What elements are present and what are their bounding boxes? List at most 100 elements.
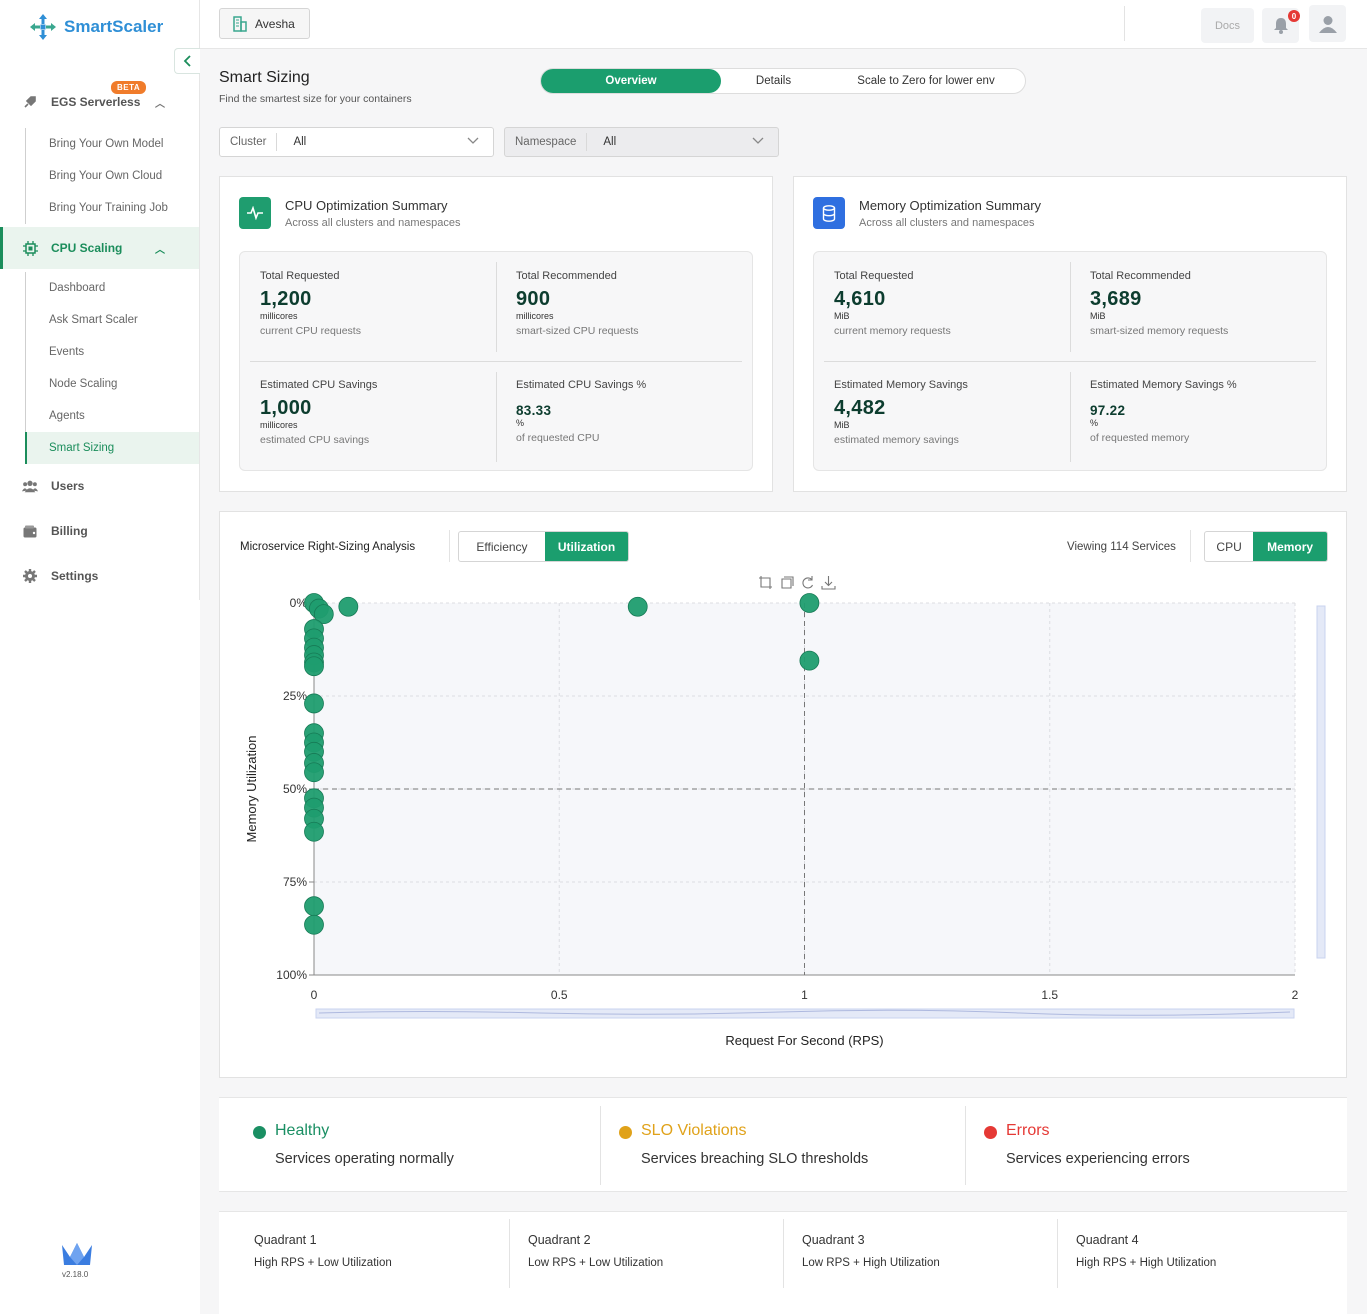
nav-bring-your-own-cloud[interactable]: Bring Your Own Cloud <box>49 170 163 182</box>
nav-bring-your-training-job[interactable]: Bring Your Training Job <box>49 202 168 214</box>
namespace-select[interactable]: Namespace All <box>504 127 779 157</box>
nav-smart-sizing[interactable]: Smart Sizing <box>49 442 115 454</box>
namespace-select-label: Namespace <box>505 133 588 151</box>
zoom-select-icon[interactable] <box>758 575 773 590</box>
tab-details[interactable]: Details <box>755 75 792 87</box>
nav-egs-serverless[interactable]: EGS Serverless ︿ <box>0 83 199 121</box>
gear-icon <box>22 568 38 584</box>
nav-bring-your-own-model[interactable]: Bring Your Own Model <box>49 138 164 150</box>
nav-users[interactable]: Users <box>0 467 199 505</box>
healthy-dot <box>253 1126 266 1139</box>
data-point <box>304 656 324 677</box>
data-point <box>304 762 324 783</box>
data-point <box>627 596 648 617</box>
nav-events[interactable]: Events <box>49 346 85 358</box>
wallet-icon <box>22 523 38 539</box>
users-icon <box>22 478 38 494</box>
data-point <box>304 896 324 917</box>
tree-line <box>25 272 26 464</box>
sidebar-footer: v2.18.0 <box>0 600 200 1314</box>
tab-scale-to-zero[interactable]: Scale to Zero for lower env <box>857 75 995 87</box>
namespace-select-value: All <box>603 136 617 148</box>
nav-users-label: Users <box>51 479 85 493</box>
download-icon[interactable] <box>821 575 836 590</box>
cluster-select[interactable]: Cluster All <box>219 127 494 157</box>
nav-agents[interactable]: Agents <box>49 410 85 422</box>
memory-summary-subtitle: Across all clusters and namespaces <box>859 217 1035 229</box>
divider <box>1124 6 1125 41</box>
quadrant-2: Quadrant 2 Low RPS + Low Utilization <box>528 1233 664 1269</box>
nav-active-highlight <box>25 432 199 464</box>
notifications-button[interactable] <box>1262 8 1299 43</box>
cpu-metrics-grid: Total Requested 1,200 millicores current… <box>239 251 753 471</box>
nav-settings[interactable]: Settings <box>0 557 199 595</box>
nav-ask-smart-scaler[interactable]: Ask Smart Scaler <box>49 314 138 326</box>
nav-settings-label: Settings <box>51 569 99 583</box>
x-tick-label: 1 <box>801 988 808 1002</box>
chip-icon <box>22 240 38 256</box>
status-legend: Healthy Services operating normally SLO … <box>219 1097 1347 1192</box>
data-point <box>304 821 324 842</box>
page-title: Smart Sizing <box>219 69 310 86</box>
x-zoom-sparkline <box>318 1009 1291 1016</box>
y-tick-label: 25% <box>283 689 307 703</box>
cpu-tab[interactable]: CPU <box>1216 539 1242 554</box>
nav-cpu-scaling[interactable]: CPU Scaling ︿ <box>0 227 199 269</box>
mode-toggle: Efficiency Utilization <box>458 531 629 562</box>
y-tick-label: 75% <box>283 875 307 889</box>
cpu-summary-card: CPU Optimization Summary Across all clus… <box>219 176 773 492</box>
metric-memory-savings-percent: Estimated Memory Savings % 97.22 % of re… <box>1090 379 1237 444</box>
metric-cpu-total-requested: Total Requested 1,200 millicores current… <box>260 270 361 337</box>
chevron-up-icon: ︿ <box>155 244 165 256</box>
nav-billing[interactable]: Billing <box>0 512 199 550</box>
app-version: v2.18.0 <box>62 1270 89 1279</box>
memory-tab[interactable]: Memory <box>1253 532 1327 561</box>
nav-dashboard[interactable]: Dashboard <box>49 282 106 294</box>
x-tick-label: 2 <box>1292 988 1299 1002</box>
utilization-tab[interactable]: Utilization <box>544 532 628 561</box>
data-point <box>799 650 820 671</box>
data-point <box>799 593 820 613</box>
user-avatar-icon <box>1318 15 1337 33</box>
top-bar: Avesha Docs 0 <box>200 0 1367 49</box>
app-logo[interactable]: SmartScaler <box>28 12 163 42</box>
user-menu-button[interactable] <box>1309 5 1346 42</box>
notification-count-badge: 0 <box>1288 10 1300 22</box>
avesha-crown-icon <box>62 1243 92 1265</box>
nav-egs-label: EGS Serverless <box>51 95 141 109</box>
y-tick-label: 100% <box>276 968 307 982</box>
quadrant-3: Quadrant 3 Low RPS + High Utilization <box>802 1233 940 1269</box>
refresh-icon[interactable] <box>800 575 815 590</box>
metric-memory-total-requested: Total Requested 4,610 MiB current memory… <box>834 270 951 337</box>
y-axis-title: Memory Utilization <box>244 736 259 843</box>
tab-overview[interactable]: Overview <box>541 69 721 93</box>
analysis-title: Microservice Right-Sizing Analysis <box>240 541 416 553</box>
slo-dot <box>619 1126 632 1139</box>
x-zoom-slider <box>315 1008 1295 1019</box>
scatter-chart[interactable]: 0 0.5 1 1.5 2 0% 25% 50% 75% 100% Request For Seco… <box>220 582 1346 1077</box>
data-point <box>338 596 359 617</box>
docs-button[interactable]: Docs <box>1201 8 1254 43</box>
y-tick-label: 50% <box>283 782 307 796</box>
activity-icon <box>239 197 271 229</box>
zoom-reset-icon[interactable] <box>779 575 794 590</box>
tenant-selector[interactable]: Avesha <box>219 8 310 39</box>
errors-dot <box>984 1126 997 1139</box>
right-sizing-analysis-card: Microservice Right-Sizing Analysis Effic… <box>219 511 1347 1078</box>
nav-node-scaling[interactable]: Node Scaling <box>49 378 118 390</box>
legend-slo-violations: SLO Violations Services breaching SLO th… <box>603 1098 966 1193</box>
nav-cpu-scaling-label: CPU Scaling <box>51 241 123 255</box>
memory-summary-title: Memory Optimization Summary <box>859 198 1042 213</box>
metric-cpu-savings-percent: Estimated CPU Savings % 83.33 % of reque… <box>516 379 647 444</box>
y-zoom-slider <box>1316 605 1326 959</box>
x-tick-label: 0 <box>311 988 318 1002</box>
bell-icon <box>1273 18 1288 34</box>
efficiency-tab[interactable]: Efficiency <box>476 539 528 554</box>
smartscaler-logo-icon <box>30 14 56 40</box>
tenant-name: Avesha <box>255 16 295 31</box>
beta-badge: BETA <box>111 81 147 94</box>
memory-summary-card: Memory Optimization Summary Across all c… <box>793 176 1347 492</box>
collapse-sidebar-button[interactable] <box>174 48 200 74</box>
cluster-select-value: All <box>293 136 307 148</box>
metric-cpu-total-recommended: Total Recommended 900 millicores smart-s… <box>516 270 639 337</box>
